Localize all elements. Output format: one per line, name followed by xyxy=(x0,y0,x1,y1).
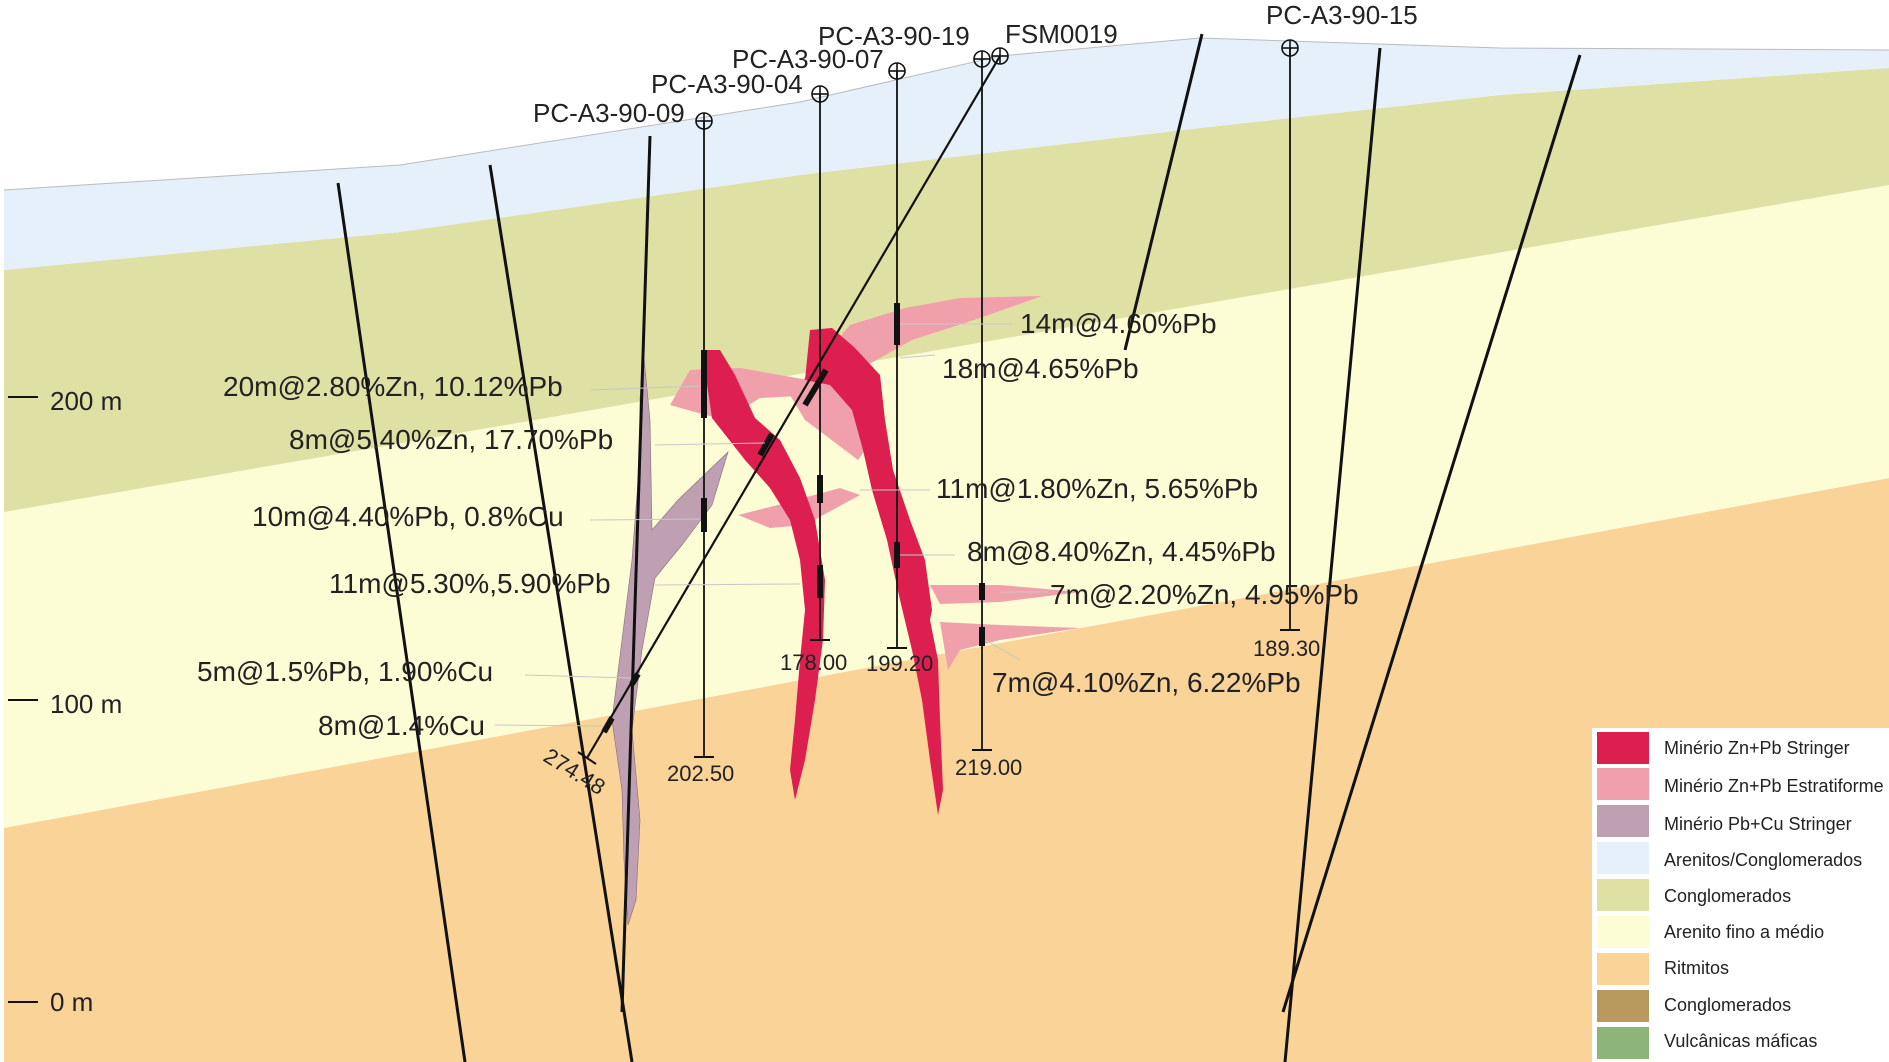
leader-line xyxy=(589,385,701,391)
interval-annotation: 7m@2.20%Zn, 4.95%Pb xyxy=(1050,579,1359,610)
ore-zn-pb-estratiforme-4 xyxy=(930,585,1080,604)
elevation-scale: 200 m 100 m 0 m xyxy=(8,386,122,1017)
drillhole-depth: 219.00 xyxy=(955,755,1022,780)
drillhole-name: PC-A3-90-15 xyxy=(1266,0,1418,30)
legend-item-conglomerados: Conglomerados xyxy=(1597,879,1791,911)
legend-item-ritmitos: Ritmitos xyxy=(1597,953,1729,985)
leader-line xyxy=(654,583,801,586)
legend-label: Vulcânicas máficas xyxy=(1664,1031,1817,1051)
drillhole-name: FSM0019 xyxy=(1005,19,1118,49)
collar-icon xyxy=(973,50,991,68)
end-of-hole-cap xyxy=(577,751,597,765)
interval-annotation: 20m@2.80%Zn, 10.12%Pb xyxy=(223,371,563,402)
interval-annotation: 8m@5.40%Zn, 17.70%Pb xyxy=(289,424,613,455)
legend-swatch xyxy=(1597,1027,1649,1059)
drillhole-depth: 189.30 xyxy=(1253,636,1320,661)
ore-zn-pb-stringer-1 xyxy=(702,350,825,800)
fault-line xyxy=(1283,47,1382,1062)
legend-item-zn-pb-stringer: Minério Zn+Pb Stringer xyxy=(1597,732,1850,764)
fault-line xyxy=(1281,54,1582,1013)
interval-annotation: 11m@5.30%,5.90%Pb xyxy=(329,568,611,599)
interval-annotation: 7m@4.10%Zn, 6.22%Pb xyxy=(992,667,1301,698)
layer-ritmitos xyxy=(4,478,1889,1062)
legend-swatch xyxy=(1597,879,1649,911)
drillhole-depth: 202.50 xyxy=(667,761,734,786)
collar-icon xyxy=(991,47,1009,65)
interval-annotation: 5m@1.5%Pb, 1.90%Cu xyxy=(197,656,493,687)
legend-swatch xyxy=(1597,732,1649,764)
drillhole-name: PC-A3-90-04 xyxy=(651,69,803,99)
legend-swatch xyxy=(1597,805,1649,837)
stratigraphic-layers xyxy=(3,37,1889,1062)
legend-item-zn-pb-estratiforme: Minério Zn+Pb Estratiforme xyxy=(1597,768,1884,800)
collar-icon xyxy=(811,85,829,103)
leader-line xyxy=(589,518,701,521)
legend-swatch xyxy=(1597,953,1649,985)
legend: Minério Zn+Pb Stringer Minério Zn+Pb Est… xyxy=(1592,728,1889,1062)
interval-annotation: 10m@4.40%Pb, 0.8%Cu xyxy=(252,501,564,532)
ore-zn-pb-estratiforme-5 xyxy=(940,622,1080,670)
interval-marker xyxy=(629,672,641,686)
ore-zn-pb-estratiforme-2 xyxy=(790,296,1042,460)
leader-lines xyxy=(494,323,1048,727)
fault-line xyxy=(1123,33,1204,351)
leader-line xyxy=(524,674,631,679)
drillhole-depth: 199.20 xyxy=(866,651,933,676)
legend-swatch xyxy=(1597,768,1649,800)
legend-item-arenitos-conglomerados: Arenitos/Conglomerados xyxy=(1597,842,1862,874)
collar-icon xyxy=(695,112,713,130)
interval-markers xyxy=(601,303,985,734)
interval-annotation: 18m@4.65%Pb xyxy=(942,353,1139,384)
fault-line xyxy=(488,164,634,1062)
interval-annotation: 11m@1.80%Zn, 5.65%Pb xyxy=(936,473,1258,504)
collar-icon xyxy=(1281,39,1299,57)
legend-swatch xyxy=(1597,990,1649,1022)
legend-label: Conglomerados xyxy=(1664,995,1791,1015)
interval-annotation: 8m@8.40%Zn, 4.45%Pb xyxy=(967,536,1276,567)
fault-line xyxy=(336,182,467,1062)
faults xyxy=(336,33,1582,1062)
legend-label: Conglomerados xyxy=(1664,886,1791,906)
interval-annotation: 8m@1.4%Cu xyxy=(318,710,485,741)
leader-line xyxy=(494,724,605,727)
interval-annotations: 14m@4.60%Pb 18m@4.65%Pb 20m@2.80%Zn, 10.… xyxy=(197,308,1359,741)
layer-arenito-fino xyxy=(4,185,1889,828)
scale-label-200: 200 m xyxy=(50,386,122,416)
leader-line xyxy=(899,354,936,359)
fault-line xyxy=(620,135,652,1013)
layer-conglomerados xyxy=(4,68,1889,512)
interval-marker xyxy=(601,716,615,734)
layer-arenitos-conglomerados xyxy=(4,38,1889,270)
legend-swatch xyxy=(1597,916,1649,948)
ore-pb-cu-stringer xyxy=(611,347,729,926)
collar-icon xyxy=(888,62,906,80)
legend-item-arenito-fino: Arenito fino a médio xyxy=(1597,916,1824,948)
drillhole-trace xyxy=(586,55,1001,759)
legend-item-vulcanicas: Vulcânicas máficas xyxy=(1597,1027,1817,1059)
legend-item-conglomerados-base: Conglomerados xyxy=(1597,990,1791,1022)
drillhole-name: PC-A3-90-09 xyxy=(533,98,685,128)
drillhole-name: PC-A3-90-19 xyxy=(818,21,970,51)
interval-annotation: 14m@4.60%Pb xyxy=(1020,308,1217,339)
leader-line xyxy=(654,442,766,446)
drillhole-names: PC-A3-90-09 PC-A3-90-04 PC-A3-90-07 PC-A… xyxy=(533,0,1418,128)
legend-label: Minério Pb+Cu Stringer xyxy=(1664,814,1852,834)
interval-marker xyxy=(802,368,829,407)
legend-label: Minério Zn+Pb Stringer xyxy=(1664,738,1850,758)
drillhole-name: PC-A3-90-07 xyxy=(732,44,884,74)
scale-label-100: 100 m xyxy=(50,689,122,719)
legend-swatch xyxy=(1597,842,1649,874)
leader-line xyxy=(984,639,1021,661)
drillhole-depth: 178.00 xyxy=(780,650,847,675)
legend-label: Minério Zn+Pb Estratiforme xyxy=(1664,776,1884,796)
legend-label: Arenito fino a médio xyxy=(1664,922,1824,942)
legend-label: Ritmitos xyxy=(1664,958,1729,978)
scale-label-0: 0 m xyxy=(50,987,93,1017)
interval-marker xyxy=(757,432,775,457)
legend-label: Arenitos/Conglomerados xyxy=(1664,850,1862,870)
legend-item-pb-cu-stringer: Minério Pb+Cu Stringer xyxy=(1597,805,1852,837)
